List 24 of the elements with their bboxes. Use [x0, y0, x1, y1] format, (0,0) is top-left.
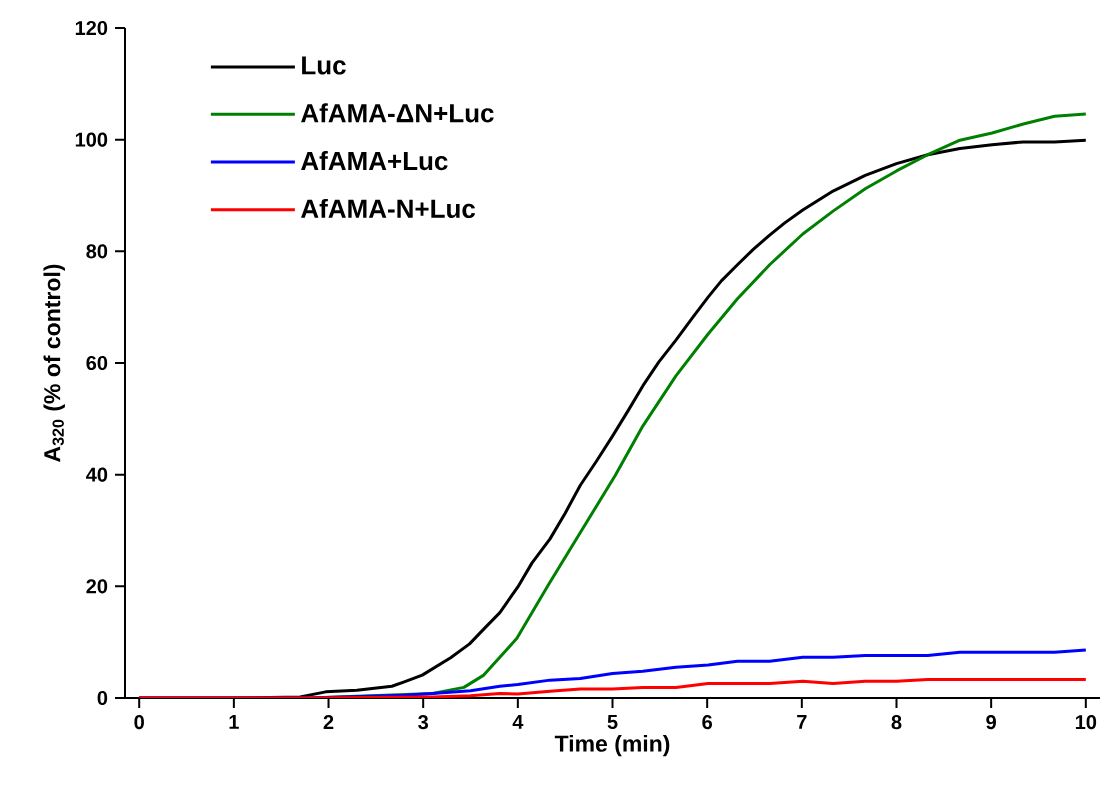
- legend-label: AfAMA-ΔN+Luc: [301, 103, 494, 123]
- x-tick-label: 8: [891, 715, 902, 730]
- y-tick-label: 20: [86, 579, 108, 594]
- x-tick-label: 4: [512, 715, 524, 729]
- legend-label: AfAMA+Luc: [301, 151, 448, 171]
- x-tick-label: 3: [418, 715, 429, 730]
- x-tick-label: 0: [134, 715, 144, 730]
- x-tick-label: 1: [229, 715, 239, 729]
- x-tick-label: 2: [323, 715, 334, 729]
- y-tick-label: 0: [97, 690, 108, 706]
- x-tick-label: 10: [1075, 715, 1097, 730]
- y-tick-label: 80: [86, 244, 108, 259]
- y-tick-label: 120: [75, 20, 108, 36]
- x-tick-label: 9: [986, 715, 996, 730]
- y-axis-title: A$_{320}$ (% of control): [43, 264, 65, 462]
- legend-label: AfAMA-N+Luc: [301, 198, 476, 218]
- x-axis-title: Time (min): [554, 734, 670, 757]
- legend-label: Luc: [302, 56, 346, 75]
- x-tick-label: 6: [702, 715, 713, 730]
- y-tick-label: 40: [86, 467, 108, 482]
- x-tick-label: 5: [607, 715, 618, 729]
- y-tick-label: 100: [75, 132, 108, 147]
- y-tick-label: 60: [86, 355, 108, 371]
- x-tick-label: 7: [797, 715, 807, 729]
